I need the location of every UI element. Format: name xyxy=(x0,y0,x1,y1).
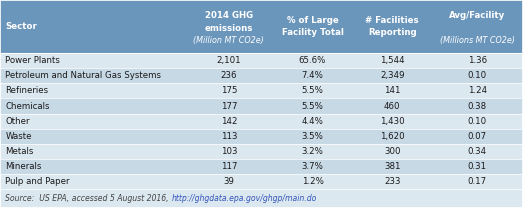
Text: 0.10: 0.10 xyxy=(468,71,487,80)
Text: http://ghgdata.epa.gov/ghgp/main.do: http://ghgdata.epa.gov/ghgp/main.do xyxy=(172,194,317,203)
Text: 4.4%: 4.4% xyxy=(302,117,323,126)
Text: Facility Total: Facility Total xyxy=(281,28,344,37)
Text: 117: 117 xyxy=(221,162,237,171)
Bar xyxy=(0,129,523,144)
Text: Sector: Sector xyxy=(5,22,37,31)
Text: Metals: Metals xyxy=(5,147,33,156)
Bar xyxy=(0,144,523,159)
Bar xyxy=(0,174,523,189)
Text: 0.34: 0.34 xyxy=(468,147,487,156)
Bar xyxy=(0,68,523,83)
Text: 3.7%: 3.7% xyxy=(302,162,323,171)
Text: 39: 39 xyxy=(223,177,234,186)
Text: 5.5%: 5.5% xyxy=(302,102,323,110)
Text: 175: 175 xyxy=(221,86,237,95)
Text: 460: 460 xyxy=(384,102,401,110)
Bar xyxy=(0,53,523,68)
Text: 0.07: 0.07 xyxy=(468,132,487,141)
Text: 141: 141 xyxy=(384,86,401,95)
Text: emissions: emissions xyxy=(204,24,253,33)
Text: Pulp and Paper: Pulp and Paper xyxy=(5,177,70,186)
Text: # Facilities: # Facilities xyxy=(366,16,419,25)
Text: 103: 103 xyxy=(221,147,237,156)
Bar xyxy=(0,0,523,53)
Text: 0.17: 0.17 xyxy=(468,177,487,186)
Text: 381: 381 xyxy=(384,162,401,171)
Text: 0.38: 0.38 xyxy=(468,102,487,110)
Text: Petroleum and Natural Gas Systems: Petroleum and Natural Gas Systems xyxy=(5,71,161,80)
Text: 1,430: 1,430 xyxy=(380,117,405,126)
Text: 0.10: 0.10 xyxy=(468,117,487,126)
Text: Source:  US EPA, accessed 5 August 2016,: Source: US EPA, accessed 5 August 2016, xyxy=(5,194,172,203)
Text: 142: 142 xyxy=(221,117,237,126)
Text: (Million MT CO2e): (Million MT CO2e) xyxy=(194,36,264,45)
Text: 113: 113 xyxy=(221,132,237,141)
Text: 0.31: 0.31 xyxy=(468,162,487,171)
Bar xyxy=(0,114,523,129)
Text: 1,544: 1,544 xyxy=(380,56,405,65)
Text: Chemicals: Chemicals xyxy=(5,102,50,110)
Text: % of Large: % of Large xyxy=(287,16,338,25)
Bar xyxy=(0,98,523,114)
Text: 3.2%: 3.2% xyxy=(302,147,323,156)
Bar xyxy=(0,189,523,208)
Text: Minerals: Minerals xyxy=(5,162,42,171)
Text: 1.36: 1.36 xyxy=(468,56,487,65)
Text: Waste: Waste xyxy=(5,132,32,141)
Text: 2014 GHG: 2014 GHG xyxy=(204,11,253,20)
Text: 177: 177 xyxy=(221,102,237,110)
Text: 3.5%: 3.5% xyxy=(302,132,323,141)
Text: Power Plants: Power Plants xyxy=(5,56,60,65)
Text: Refineries: Refineries xyxy=(5,86,48,95)
Text: 5.5%: 5.5% xyxy=(302,86,323,95)
Bar xyxy=(0,83,523,98)
Text: 2,101: 2,101 xyxy=(217,56,241,65)
Bar xyxy=(0,159,523,174)
Text: 65.6%: 65.6% xyxy=(299,56,326,65)
Text: 1.2%: 1.2% xyxy=(302,177,323,186)
Text: 233: 233 xyxy=(384,177,401,186)
Text: Other: Other xyxy=(5,117,30,126)
Text: (Millions MT CO2e): (Millions MT CO2e) xyxy=(440,36,515,45)
Text: 300: 300 xyxy=(384,147,401,156)
Text: 7.4%: 7.4% xyxy=(302,71,323,80)
Text: 236: 236 xyxy=(221,71,237,80)
Text: Avg/Facility: Avg/Facility xyxy=(449,11,505,20)
Text: 2,349: 2,349 xyxy=(380,71,404,80)
Text: Reporting: Reporting xyxy=(368,28,416,37)
Text: 1.24: 1.24 xyxy=(468,86,487,95)
Text: 1,620: 1,620 xyxy=(380,132,405,141)
